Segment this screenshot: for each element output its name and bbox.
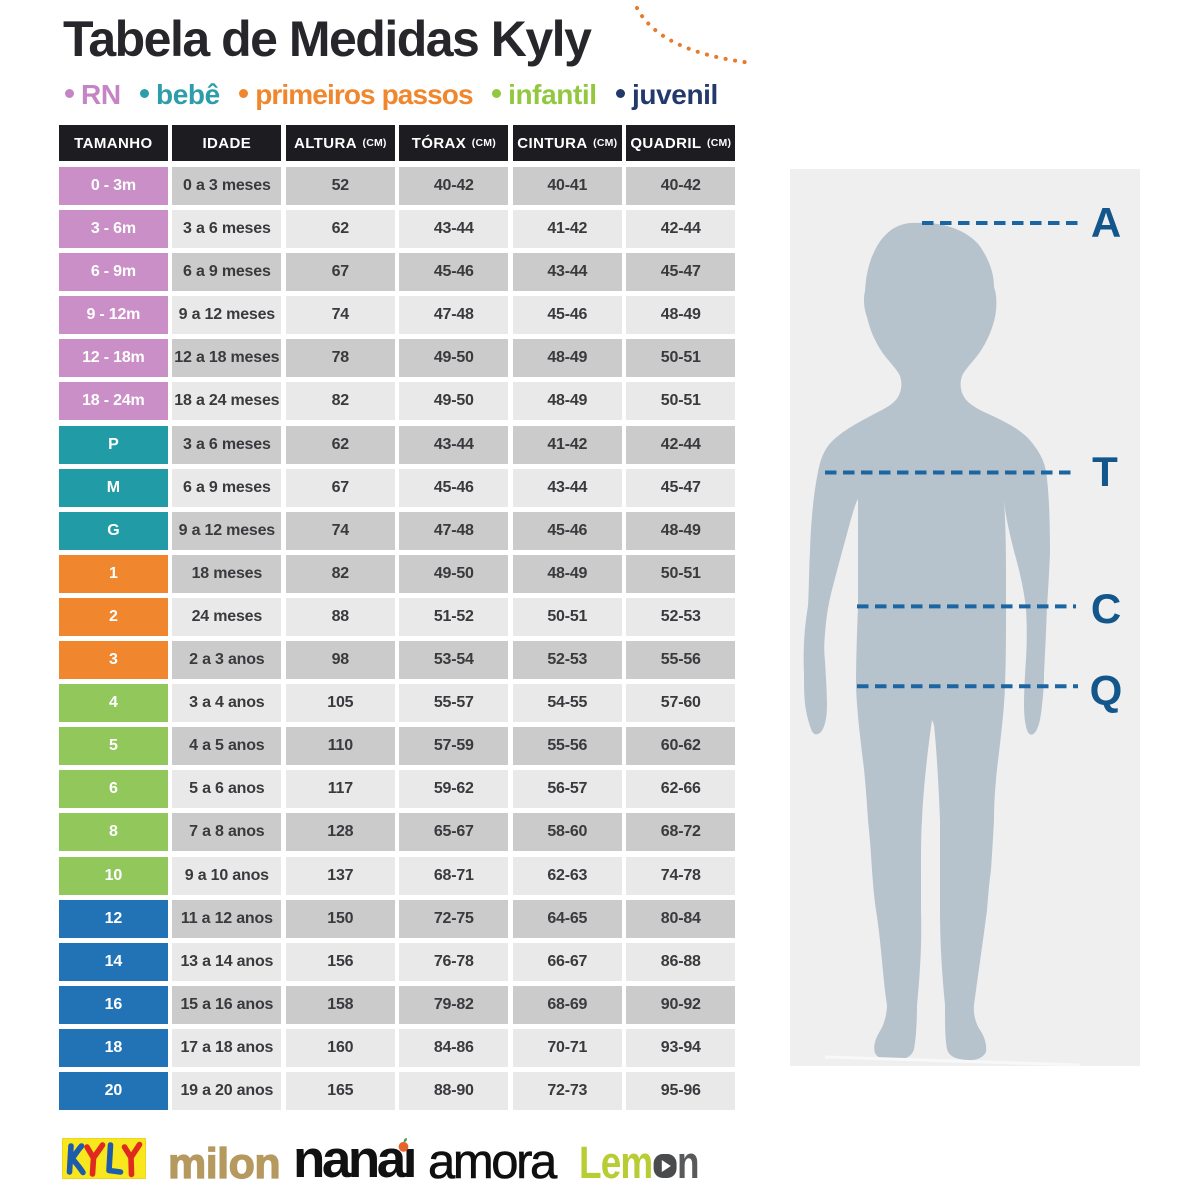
svg-text:C: C xyxy=(1091,585,1121,632)
svg-text:A: A xyxy=(1091,199,1121,246)
svg-text:T: T xyxy=(1092,448,1118,495)
svg-text:Q: Q xyxy=(1090,667,1123,714)
